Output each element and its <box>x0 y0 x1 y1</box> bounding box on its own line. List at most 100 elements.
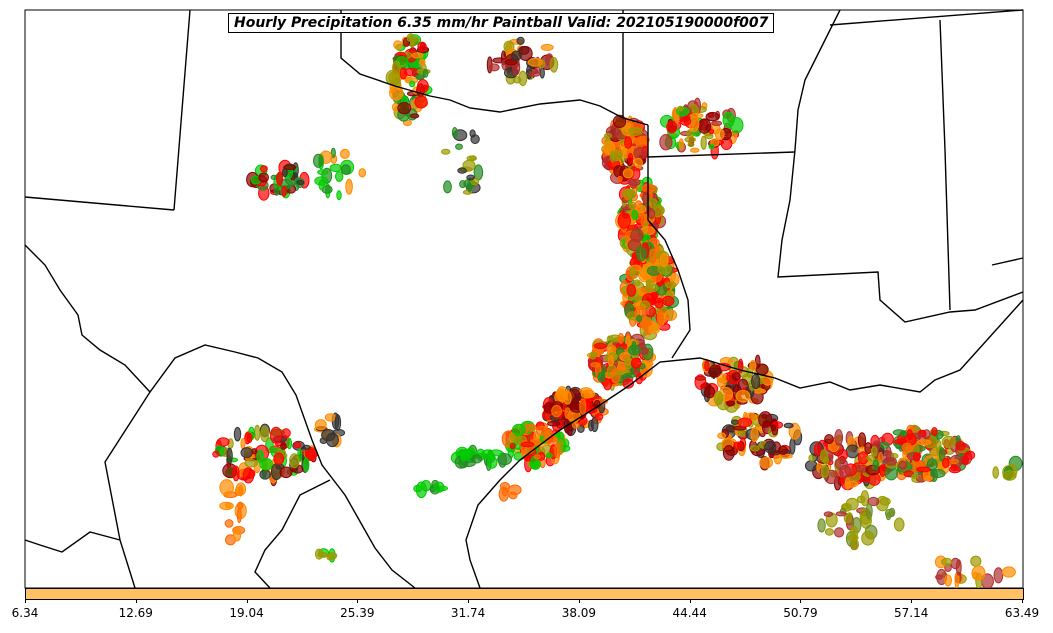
precip-blob <box>504 58 518 66</box>
precip-blob <box>418 58 426 66</box>
colorbar-tick <box>800 599 802 603</box>
precip-blob <box>233 426 242 442</box>
precip-blob <box>648 208 656 220</box>
precip-blob <box>314 419 327 431</box>
precip-blob <box>867 496 880 507</box>
precip-blob <box>564 407 571 419</box>
precip-blob <box>789 437 796 455</box>
precip-blob <box>704 133 714 140</box>
precip-blob <box>466 174 475 181</box>
precip-blob <box>644 284 659 293</box>
colorbar-tick-label: 50.79 <box>783 606 818 620</box>
precip-blob <box>872 459 879 470</box>
precip-blob <box>397 102 412 115</box>
precip-blob <box>512 423 526 436</box>
precip-blob <box>617 175 623 183</box>
precip-blob <box>391 102 399 112</box>
precip-blob <box>916 466 931 473</box>
precip-blob <box>235 482 247 496</box>
colorbar-tick-label: 12.69 <box>118 606 153 620</box>
precip-blob <box>547 420 561 427</box>
precip-blob <box>508 491 518 500</box>
precip-blob <box>325 432 339 448</box>
precip-blob <box>604 133 612 139</box>
precip-blob <box>903 470 915 478</box>
colorbar <box>25 588 1024 600</box>
precip-blob <box>622 378 635 389</box>
precip-blob <box>240 438 246 450</box>
precip-blob <box>878 451 884 463</box>
precip-blob <box>289 453 300 469</box>
precip-blob <box>317 169 329 176</box>
precip-blob <box>730 419 740 425</box>
precip-blob <box>580 389 596 399</box>
precip-blob <box>948 458 960 465</box>
precip-blob <box>938 447 946 462</box>
precip-blob <box>273 187 280 196</box>
precip-blob <box>510 50 523 61</box>
precip-blob <box>813 442 822 457</box>
precip-blob <box>697 118 712 134</box>
precip-blob <box>318 179 325 191</box>
precip-blob <box>324 413 336 422</box>
precip-blob <box>415 481 427 499</box>
precip-blob <box>405 76 413 82</box>
precip-blob <box>622 168 634 179</box>
precip-blob <box>901 442 913 453</box>
precip-blob <box>212 450 220 458</box>
precip-blob <box>588 419 594 432</box>
precip-blob <box>649 248 657 265</box>
precip-blob <box>955 559 962 576</box>
precip-blob <box>414 95 428 109</box>
precip-blob <box>705 111 720 122</box>
precip-blob <box>659 252 669 268</box>
precip-blob <box>636 315 643 323</box>
precip-blob <box>469 129 476 138</box>
precip-blob <box>708 364 722 378</box>
precip-blob <box>571 421 580 429</box>
precip-blob <box>471 454 483 464</box>
colorbar-tick <box>578 599 580 603</box>
colorbar-tick-label: 57.14 <box>894 606 929 620</box>
precip-blob <box>753 388 766 394</box>
precip-blob <box>629 180 638 189</box>
precip-blob <box>941 557 952 567</box>
colorbar-tick <box>911 599 913 603</box>
precip-blob <box>313 153 324 168</box>
boundary-line <box>24 196 175 211</box>
precip-blob <box>885 457 897 466</box>
precip-blob <box>216 437 230 447</box>
precip-blob <box>845 480 859 488</box>
precip-blob <box>273 452 285 465</box>
colorbar-tick-label: 31.74 <box>450 606 486 620</box>
precip-blob <box>617 333 625 344</box>
precip-blob <box>710 138 720 147</box>
precip-blob <box>631 209 639 221</box>
precip-blob <box>722 445 735 461</box>
precip-blob <box>540 43 554 51</box>
precip-blob <box>700 135 707 150</box>
precip-blob <box>845 444 860 459</box>
precip-blob <box>612 114 627 129</box>
precip-blob <box>624 136 633 149</box>
precip-blob <box>281 185 287 197</box>
map-title: Hourly Precipitation 6.35 mm/hr Paintbal… <box>228 13 775 33</box>
precip-blob <box>749 445 760 452</box>
precip-blob <box>955 441 966 451</box>
colorbar-tick-label: 25.39 <box>340 606 375 620</box>
precip-blob <box>731 372 741 381</box>
precip-blob <box>286 437 293 450</box>
precip-blob <box>659 134 673 151</box>
precip-blob <box>232 465 240 482</box>
precip-blob <box>664 309 677 322</box>
precip-blob <box>804 460 818 472</box>
colorbar-tick <box>25 599 26 603</box>
precip-blob <box>451 127 458 139</box>
precip-blob <box>488 449 504 457</box>
boundaries-layer <box>24 9 1024 589</box>
precip-blob <box>630 357 642 369</box>
precip-blob <box>392 60 401 75</box>
precip-blob <box>735 389 751 403</box>
precip-blob <box>717 432 726 440</box>
